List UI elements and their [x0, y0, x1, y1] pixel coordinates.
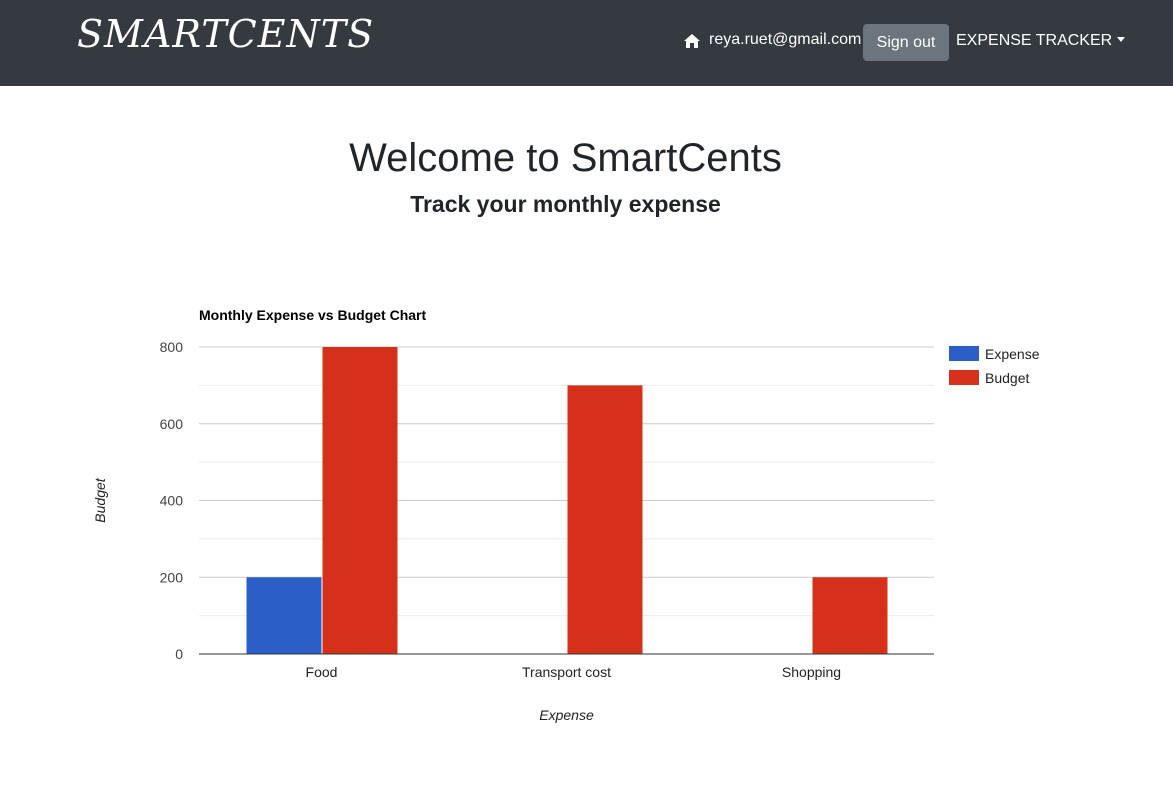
page-title: Welcome to SmartCents: [349, 136, 782, 180]
home-icon: [684, 34, 700, 48]
bar-expense-0: [246, 577, 322, 654]
brand-logo[interactable]: SMARTCENTS: [77, 12, 375, 56]
x-tick-label: Food: [306, 664, 338, 680]
legend-label-budget: Budget: [985, 370, 1029, 386]
page-subtitle: Track your monthly expense: [410, 191, 721, 217]
y-tick-label: 200: [160, 569, 184, 585]
y-tick-label: 400: [160, 493, 184, 509]
expense-tracker-dropdown[interactable]: EXPENSE TRACKER: [956, 32, 1126, 50]
bar-budget-0: [322, 347, 398, 654]
legend-swatch-budget: [949, 370, 979, 385]
legend-swatch-expense: [949, 346, 979, 361]
legend-label-expense: Expense: [985, 346, 1040, 362]
y-tick-label: 600: [160, 416, 184, 432]
navbar: SMARTCENTS reya.ruet@gmail.com Sign out …: [0, 0, 1173, 86]
y-tick-label: 800: [160, 339, 184, 355]
bar-budget-2: [812, 577, 888, 654]
x-axis-label: Expense: [539, 707, 594, 723]
sign-out-button[interactable]: Sign out: [863, 24, 949, 61]
y-tick-label: 0: [175, 646, 183, 662]
expense-tracker-label: EXPENSE TRACKER: [956, 32, 1113, 49]
expense-budget-chart: Monthly Expense vs Budget Chart 0 200 400 60…: [92, 307, 1040, 723]
user-email: reya.ruet@gmail.com: [709, 31, 862, 48]
y-axis-label: Budget: [92, 477, 108, 522]
x-tick-label: Transport cost: [522, 664, 611, 680]
x-tick-label: Shopping: [782, 664, 841, 680]
chart-title: Monthly Expense vs Budget Chart: [199, 307, 426, 323]
chevron-down-icon: [1117, 36, 1126, 42]
bar-budget-1: [567, 385, 643, 654]
